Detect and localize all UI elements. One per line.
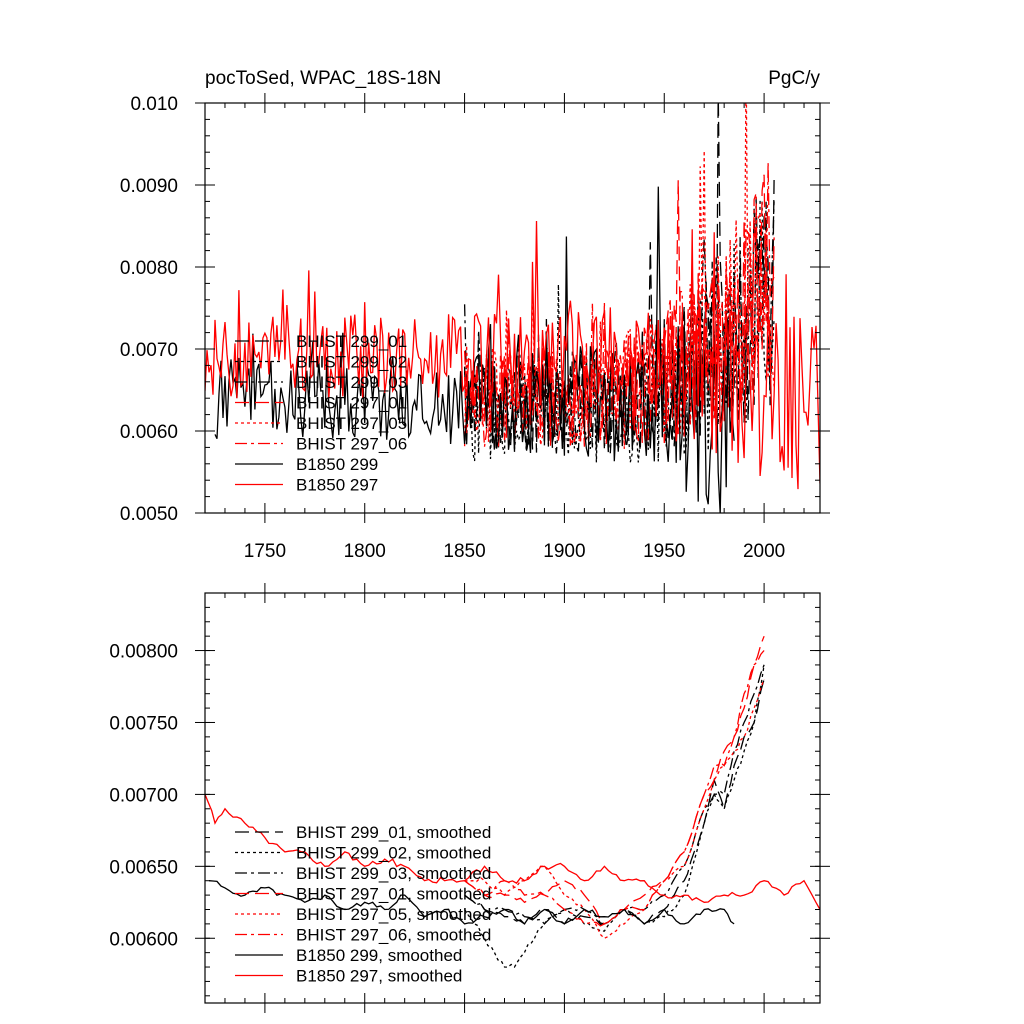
series-line-bhist-297-05-smoothed [464, 679, 765, 940]
legend-label: BHIST 299_03 [296, 373, 407, 392]
legend-label: BHIST 299_02 [296, 353, 407, 372]
top-chart-panel: pocToSed, WPAC_18S-18N PgC/y 1750 1800 185… [120, 68, 830, 562]
x-tick-label: 1950 [643, 541, 685, 562]
series-line-bhist-297-06-smoothed [464, 650, 765, 927]
y-tick-label: 0.00600 [109, 929, 178, 950]
x-tick-label: 1800 [344, 541, 386, 562]
legend-label: BHIST 297_05 [296, 414, 407, 433]
y-tick-label: 0.0050 [120, 504, 178, 525]
legend-label: BHIST 297_06, smoothed [296, 926, 491, 945]
legend-label: BHIST 297_05, smoothed [296, 905, 491, 924]
legend-label: BHIST 299_03, smoothed [296, 864, 491, 883]
y-tick-label: 0.0080 [120, 258, 178, 279]
series-line-bhist-299-01-smoothed [464, 679, 765, 926]
series-line-b1850-297-smoothed [205, 794, 820, 910]
legend-label: BHIST 297_01, smoothed [296, 885, 491, 904]
series-line-b1850-299 [214, 186, 735, 513]
x-tick-label: 1850 [443, 541, 485, 562]
y-tick-label: 0.00650 [109, 857, 178, 878]
x-tick-label: 1900 [543, 541, 585, 562]
chart-title-right: PgC/y [768, 68, 820, 89]
y-tick-label: 0.010 [130, 94, 178, 115]
legend-label: B1850 299, smoothed [296, 946, 462, 965]
series-line-bhist-297-01-smoothed [464, 635, 765, 925]
bottom-chart-panel: 0.00600 0.00650 0.00700 0.00750 0.00800 BHIS… [109, 583, 830, 1013]
plot-frame-bottom [204, 592, 821, 1004]
y-tick-label: 0.0090 [120, 176, 178, 197]
legend-label: BHIST 299_02, smoothed [296, 844, 491, 863]
legend-label: BHIST 299_01, smoothed [296, 823, 491, 842]
series-line-b1850-297 [205, 220, 820, 490]
y-tick-label: 0.0060 [120, 422, 178, 443]
plot-frame-top [204, 102, 821, 514]
series-line-b1850-299-smoothed [208, 880, 735, 925]
y-tick-label: 0.00700 [109, 785, 178, 806]
legend-label: BHIST 297_06 [296, 435, 407, 454]
y-tick-label: 0.0070 [120, 340, 178, 361]
legend-label: BHIST 297_01 [296, 394, 407, 413]
x-tick-label: 1750 [244, 541, 286, 562]
y-tick-label: 0.00750 [109, 713, 178, 734]
x-tick-label: 2000 [743, 541, 785, 562]
legend-label: B1850 299 [296, 455, 378, 474]
series-line-bhist-299-02-smoothed [464, 664, 765, 968]
y-tick-label: 0.00800 [109, 642, 178, 663]
legend-label: BHIST 299_01 [296, 332, 407, 351]
chart-title-left: pocToSed, WPAC_18S-18N [205, 68, 441, 89]
legend-label: B1850 297, smoothed [296, 967, 462, 986]
legend-label: B1850 297 [296, 476, 378, 495]
